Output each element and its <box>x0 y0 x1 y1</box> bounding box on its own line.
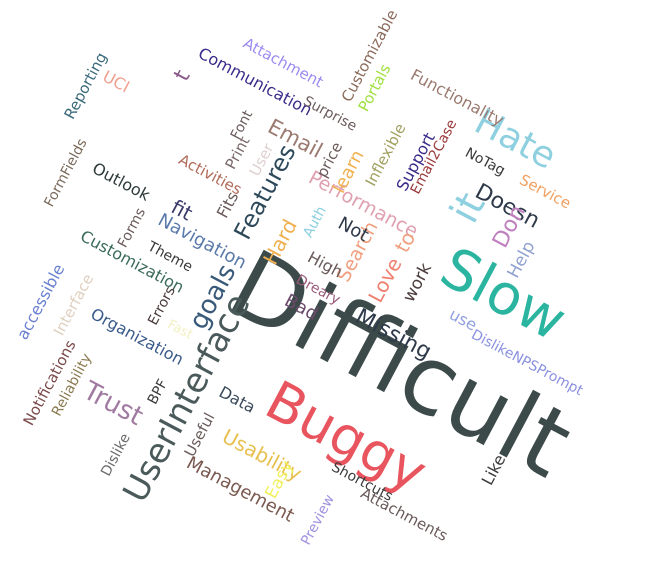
word-work: work <box>399 259 437 306</box>
word-formfields: FormFields <box>41 136 91 210</box>
word-love: Love <box>363 253 407 307</box>
word-preview: Preview <box>298 492 338 548</box>
word-organization: Organization <box>87 304 187 369</box>
word-t: t <box>169 66 196 86</box>
word-reporting: Reporting <box>60 49 111 123</box>
word-functionality: Functionality <box>407 65 507 131</box>
word-data: Data <box>215 382 259 417</box>
word-forms: Forms <box>114 205 150 251</box>
word-uci: UCI <box>99 66 133 97</box>
word-auth: Auth <box>300 203 330 241</box>
word-outlook: Outlook <box>89 158 154 205</box>
word-trust: Trust <box>78 375 148 433</box>
